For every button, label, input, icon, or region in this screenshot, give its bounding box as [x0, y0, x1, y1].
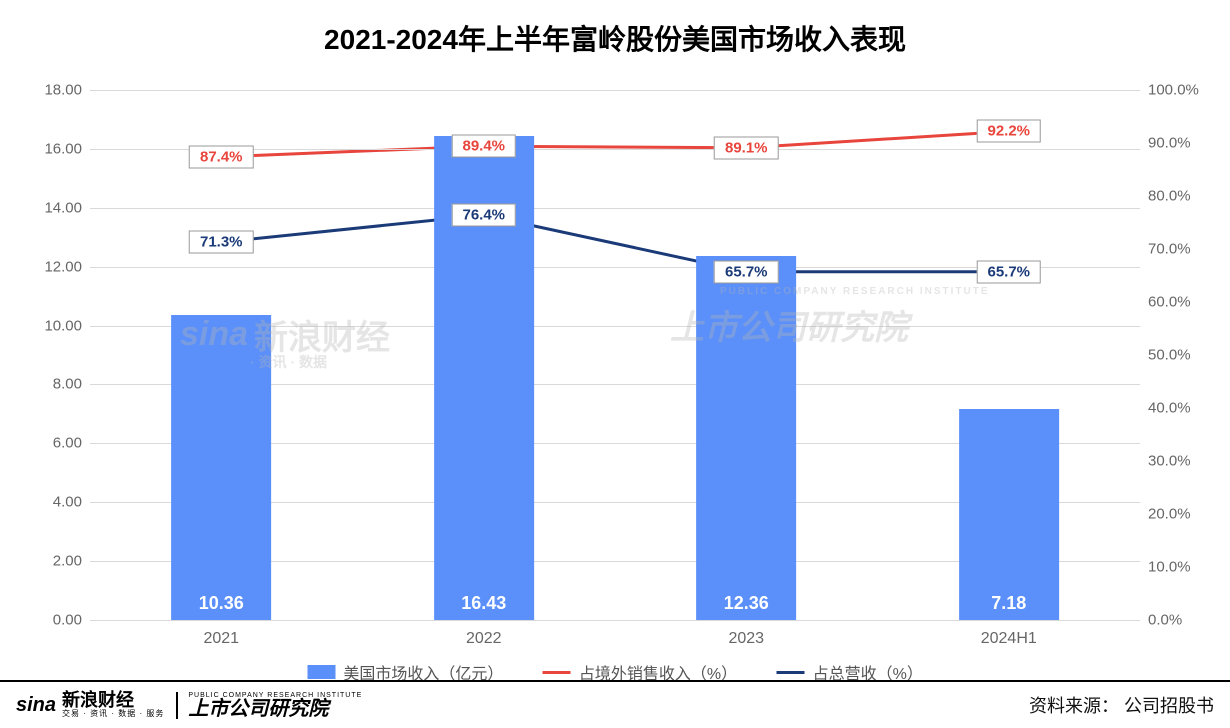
- y-right-tick: 70.0%: [1148, 241, 1210, 258]
- bar-value-label: 16.43: [461, 593, 506, 614]
- chart-area: 0.002.004.006.008.0010.0012.0014.0016.00…: [90, 90, 1140, 620]
- y-left-tick: 2.00: [30, 553, 82, 570]
- line-point-label: 87.4%: [189, 145, 254, 168]
- y-left-tick: 4.00: [30, 494, 82, 511]
- line-point-label: 89.4%: [451, 135, 516, 158]
- y-left-tick: 6.00: [30, 435, 82, 452]
- sina-logo-text: sina: [16, 695, 56, 715]
- footer: sina 新浪财经 交易 · 资讯 · 数据 · 服务 PUBLIC COMPA…: [0, 680, 1230, 728]
- sina-cn: 新浪财经: [62, 691, 164, 710]
- y-left-tick: 16.00: [30, 140, 82, 157]
- y-right-tick: 60.0%: [1148, 294, 1210, 311]
- bar-value-label: 7.18: [991, 593, 1026, 614]
- bar: 7.18: [959, 409, 1059, 620]
- y-right-tick: 20.0%: [1148, 506, 1210, 523]
- line-point-label: 76.4%: [451, 204, 516, 227]
- gridline: [90, 208, 1140, 209]
- x-tick: 2024H1: [981, 630, 1037, 648]
- x-tick: 2023: [728, 630, 764, 648]
- y-left-tick: 8.00: [30, 376, 82, 393]
- y-right-tick: 80.0%: [1148, 188, 1210, 205]
- y-right-tick: 100.0%: [1148, 82, 1210, 99]
- y-left-tick: 12.00: [30, 258, 82, 275]
- line-point-label: 89.1%: [714, 136, 779, 159]
- bar-value-label: 12.36: [724, 593, 769, 614]
- y-left-tick: 0.00: [30, 612, 82, 629]
- bar-value-label: 10.36: [199, 593, 244, 614]
- y-right-tick: 40.0%: [1148, 400, 1210, 417]
- footer-logos: sina 新浪财经 交易 · 资讯 · 数据 · 服务 PUBLIC COMPA…: [16, 691, 362, 718]
- gridline: [90, 90, 1140, 91]
- line-point-label: 71.3%: [189, 231, 254, 254]
- chart-title: 2021-2024年上半年富岭股份美国市场收入表现: [0, 0, 1230, 58]
- y-right-tick: 0.0%: [1148, 612, 1210, 629]
- x-tick: 2022: [466, 630, 502, 648]
- y-right-tick: 30.0%: [1148, 453, 1210, 470]
- y-right-tick: 50.0%: [1148, 347, 1210, 364]
- y-left-tick: 14.00: [30, 199, 82, 216]
- source-label: 资料来源： 公司招股书: [1029, 692, 1214, 718]
- gridline: [90, 620, 1140, 621]
- line-point-label: 65.7%: [976, 260, 1041, 283]
- pcri-logo: PUBLIC COMPANY RESEARCH INSTITUTE 上市公司研究…: [176, 692, 362, 719]
- line-point-label: 65.7%: [714, 260, 779, 283]
- bar: 10.36: [171, 315, 271, 620]
- y-right-tick: 10.0%: [1148, 559, 1210, 576]
- sina-sub: 交易 · 资讯 · 数据 · 服务: [62, 710, 164, 718]
- y-left-tick: 10.00: [30, 317, 82, 334]
- y-left-tick: 18.00: [30, 82, 82, 99]
- line-point-label: 92.2%: [976, 120, 1041, 143]
- y-right-tick: 90.0%: [1148, 135, 1210, 152]
- x-tick: 2021: [203, 630, 239, 648]
- bar: 12.36: [696, 256, 796, 620]
